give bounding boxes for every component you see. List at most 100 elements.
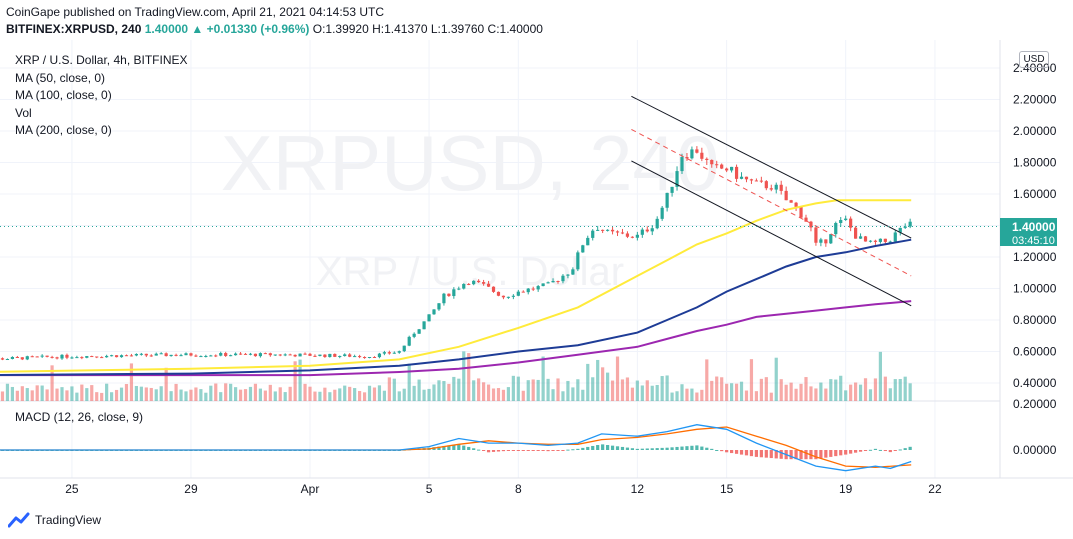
volume-bar: [367, 385, 372, 401]
volume-bar: [680, 384, 684, 401]
volume-bar: [496, 388, 501, 401]
volume-bar: [407, 363, 411, 401]
candle-body: [888, 241, 892, 243]
macd-histogram-bar: [725, 450, 729, 453]
legend-ma200[interactable]: MA (200, close, 0): [15, 123, 112, 137]
macd-histogram-bar: [829, 450, 833, 457]
volume-bar: [303, 383, 307, 401]
candle-body: [90, 356, 94, 358]
candle-body: [219, 353, 223, 356]
candle-body: [868, 240, 873, 242]
channel-lower: [631, 160, 912, 307]
candle-body: [774, 184, 778, 190]
candle-body: [640, 229, 644, 235]
candle-body: [189, 353, 193, 356]
candle-body: [50, 356, 54, 358]
volume-bar: [358, 390, 362, 401]
macd-histogram-bar: [650, 448, 654, 450]
candle-body: [824, 239, 828, 244]
macd-histogram-bar: [566, 449, 570, 451]
macd-histogram-bar: [794, 450, 798, 460]
volume-bar: [526, 380, 530, 401]
indicator-legend: XRP / U.S. Dollar, 4h, BITFINEX MA (50, …: [15, 52, 188, 140]
volume-bar: [581, 389, 585, 401]
volume-bar: [566, 380, 570, 401]
candle-body: [556, 281, 560, 283]
macd-legend[interactable]: MACD (12, 26, close, 9): [15, 410, 144, 424]
macd-histogram-bar: [511, 450, 515, 451]
macd-histogram-bar: [665, 447, 669, 450]
candle-body: [75, 357, 79, 359]
candle-body: [486, 283, 491, 287]
candle-body: [839, 220, 843, 223]
candle-body: [422, 321, 426, 330]
price-axis: 2.40000 2.20000 2.00000 1.80000 1.60000 1.400…: [1013, 61, 1057, 457]
legend-title: XRP / U.S. Dollar, 4h, BITFINEX: [15, 53, 188, 67]
candle-body: [238, 353, 243, 355]
volume-bar: [501, 389, 506, 401]
macd-histogram-bar: [705, 447, 709, 450]
volume-bar: [214, 383, 218, 401]
candle-body: [159, 353, 163, 355]
candle-body: [606, 229, 610, 231]
candle-body: [769, 188, 773, 190]
candle-body: [100, 357, 104, 359]
volume-bar: [40, 385, 44, 401]
volume-bar: [397, 391, 401, 401]
volume-bar: [432, 384, 436, 401]
volume-bar: [804, 377, 808, 401]
macd-histogram-bar: [834, 450, 838, 457]
volume-bar: [610, 380, 615, 401]
footer[interactable]: TradingView: [8, 512, 101, 528]
volume-bar: [576, 379, 580, 401]
volume-bar: [35, 385, 39, 401]
macd-histogram-bar: [839, 450, 843, 456]
macd-histogram-bar: [670, 447, 674, 450]
candle-body: [348, 354, 352, 357]
candle-body: [477, 280, 481, 283]
candle-body: [730, 166, 734, 171]
candle-body: [412, 333, 416, 337]
volume-bar: [650, 385, 654, 401]
candle-body: [670, 186, 674, 193]
macd-histogram-bar: [739, 450, 744, 455]
candle-body: [482, 282, 486, 284]
candle-body: [789, 200, 793, 203]
tradingview-logo-icon: [8, 512, 30, 528]
legend-ma50[interactable]: MA (50, close, 0): [15, 70, 106, 85]
volume-bar: [834, 379, 838, 401]
volume-bar: [362, 392, 367, 401]
candle-body: [506, 296, 510, 298]
currency-button[interactable]: USD: [1019, 51, 1049, 68]
volume-bar: [174, 383, 178, 401]
macd-histogram-bar: [531, 450, 535, 451]
macd-histogram-bar: [630, 448, 634, 450]
macd-histogram-bar: [774, 450, 778, 459]
legend-ma100[interactable]: MA (100, close, 0): [15, 88, 112, 102]
volume-bar: [868, 389, 873, 401]
candle-body: [95, 356, 99, 358]
volume-bar: [844, 390, 848, 401]
volume-bar: [348, 386, 352, 401]
volume-bar: [556, 378, 560, 401]
candle-body: [288, 354, 292, 356]
candle-body: [209, 355, 213, 357]
symbol: BITFINEX:XRPUSD, 240: [6, 22, 142, 36]
candle-body: [715, 164, 719, 166]
time-tick: 12: [631, 482, 645, 496]
candle-body: [392, 352, 396, 354]
volume-bar: [854, 382, 858, 401]
volume-bar: [25, 388, 29, 401]
candle-body: [229, 355, 233, 357]
candle-body: [258, 353, 262, 357]
macd-histogram-bar: [576, 448, 580, 450]
legend-vol[interactable]: Vol: [15, 105, 32, 120]
macd-histogram-bar: [730, 450, 734, 454]
price-tick: 1.20000: [1013, 250, 1057, 264]
candle-body: [353, 356, 357, 358]
macd-histogram-bar: [863, 450, 868, 451]
volume-bar: [65, 390, 69, 401]
candle-body: [234, 353, 238, 356]
candle-body: [908, 221, 912, 227]
